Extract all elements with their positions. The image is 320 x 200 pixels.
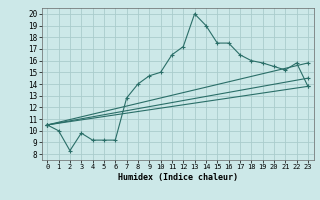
X-axis label: Humidex (Indice chaleur): Humidex (Indice chaleur) [118,173,237,182]
